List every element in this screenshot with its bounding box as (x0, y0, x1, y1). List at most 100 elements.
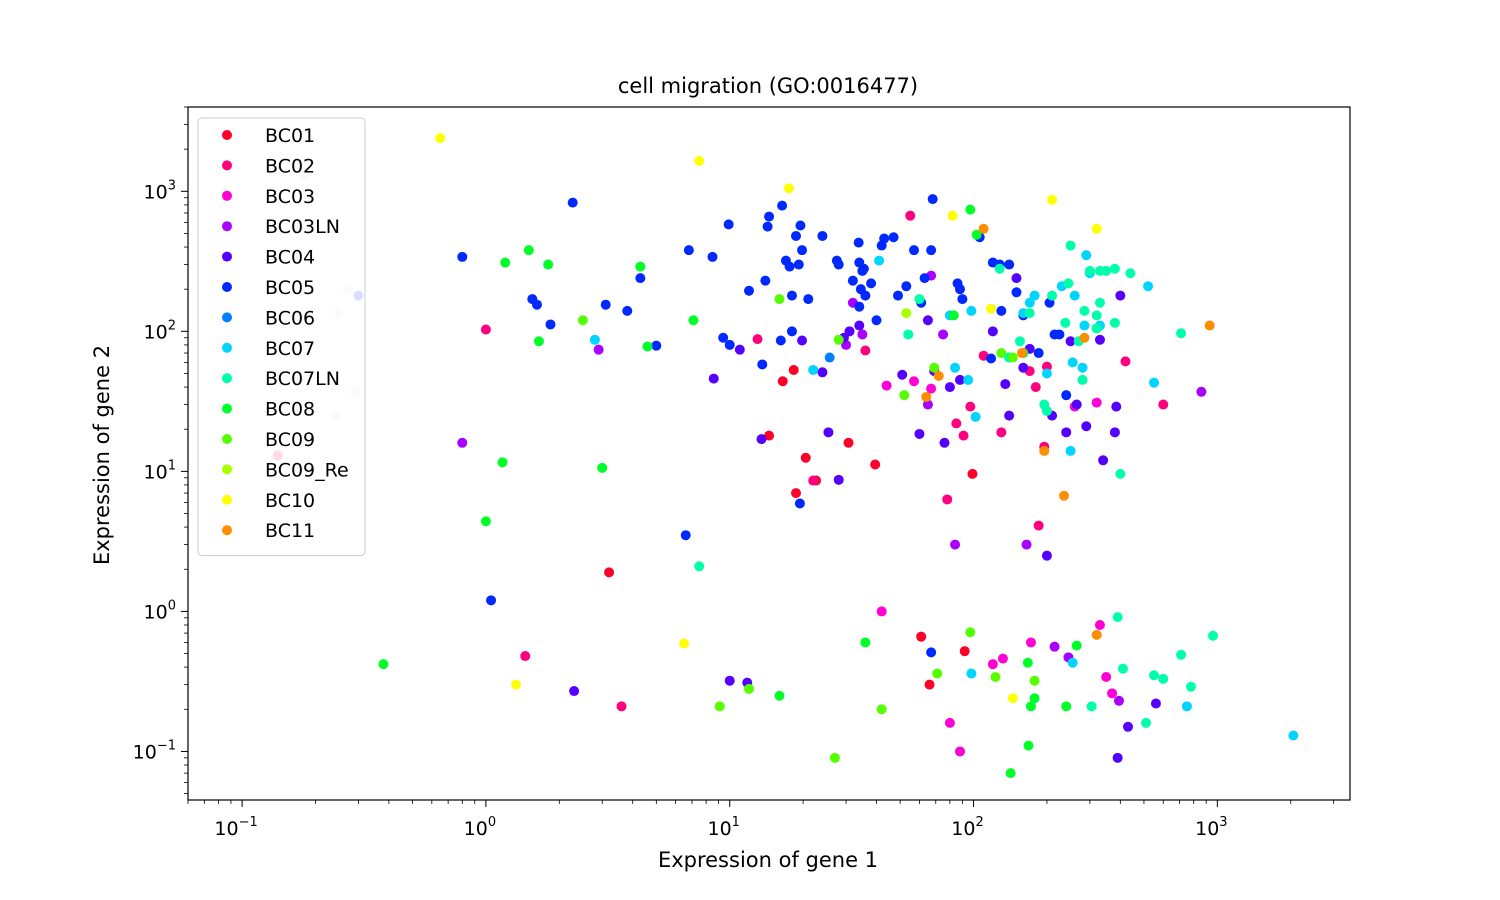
data-point-bc10 (783, 183, 794, 194)
data-point-bc07ln (914, 294, 925, 305)
data-point-bc05 (793, 259, 804, 270)
data-point-bc07ln (1141, 717, 1152, 728)
data-point-bc11 (1059, 490, 1070, 501)
data-point-bc02 (1030, 382, 1041, 393)
data-point-bc05 (786, 326, 797, 337)
data-point-bc04 (823, 427, 834, 438)
y-axis-ticks: 10−1 100 101 102 103 (133, 106, 188, 794)
data-point-bc03 (944, 717, 955, 728)
legend-marker (222, 342, 232, 353)
legend-marker (222, 282, 232, 292)
legend-marker (222, 160, 232, 171)
data-point-bc05 (858, 263, 869, 274)
legend-label: BC10 (265, 490, 315, 512)
data-point-bc08 (774, 690, 785, 701)
data-point-bc03 (1101, 672, 1112, 683)
data-point-bc10 (694, 155, 705, 166)
legend-label: BC04 (265, 247, 315, 269)
data-point-bc05 (486, 595, 497, 606)
data-point-bc07 (589, 334, 600, 345)
data-point-bc04 (1115, 290, 1126, 301)
data-point-bc01 (788, 364, 799, 375)
data-point-bc07ln (694, 561, 705, 572)
data-point-bc04 (1065, 336, 1076, 347)
data-point-bc02 (1041, 361, 1052, 372)
data-point-bc03 (926, 383, 937, 394)
data-point-bc05 (817, 230, 828, 241)
data-point-bc07ln (1077, 374, 1088, 385)
data-point-bc04 (1111, 401, 1122, 412)
data-point-bc05 (567, 197, 578, 208)
legend-marker (222, 525, 232, 536)
y-tick-label: 101 (144, 458, 176, 483)
data-point-bc10 (1047, 194, 1058, 205)
x-tick-label: 103 (1195, 815, 1227, 840)
data-point-bc04 (1018, 362, 1029, 373)
data-point-bc11 (933, 370, 944, 381)
data-point-bc07ln (1112, 612, 1123, 623)
data-point-bc10 (986, 303, 997, 314)
data-point-bc01 (967, 468, 978, 479)
data-point-bc11 (1079, 332, 1090, 343)
data-point-bc05 (954, 284, 965, 295)
data-point-bc07 (1024, 297, 1035, 308)
data-point-bc08 (965, 204, 976, 215)
data-point-bc10 (947, 210, 958, 221)
data-point-bc09 (833, 334, 844, 345)
data-point-bc10 (511, 679, 522, 690)
data-point-bc03ln (950, 539, 961, 550)
data-point-bc01 (924, 679, 935, 690)
data-point-bc05 (866, 278, 877, 289)
x-tick-label: 10−1 (214, 815, 257, 840)
data-point-bc02 (905, 210, 916, 221)
data-point-bc05 (757, 359, 768, 370)
legend: BC01 BC02 BC03 BC03LN BC04 BC05 BC06 BC07 BC07LN… (197, 117, 366, 557)
data-point-bc11 (1204, 320, 1215, 331)
legend-box (197, 117, 366, 557)
data-point-bc11 (1039, 445, 1050, 456)
data-point-bc09 (1029, 675, 1040, 686)
data-point-bc04 (987, 326, 998, 337)
data-point-bc07ln (1149, 670, 1160, 681)
data-point-bc08 (971, 229, 982, 240)
data-point-bc10 (1091, 223, 1102, 234)
data-point-bc05 (909, 245, 920, 256)
data-point-bc09 (996, 348, 1007, 359)
data-point-bc07ln (903, 329, 914, 340)
data-point-bc09 (577, 315, 588, 326)
data-point-bc05 (957, 294, 968, 305)
data-point-bc05 (860, 290, 871, 301)
data-point-bc07ln (1125, 268, 1136, 279)
legend-label: BC02 (265, 155, 315, 177)
data-point-bc01 (959, 646, 970, 657)
data-point-bc07 (1067, 657, 1078, 668)
data-point-bc02 (1120, 356, 1131, 367)
data-point-bc03ln (938, 329, 949, 340)
data-point-bc02 (520, 651, 531, 662)
data-point-bc11 (921, 391, 932, 402)
x-axis-ticks: 10−1 100 101 102 103 (187, 800, 1335, 840)
legend-label: BC09_Re (265, 459, 349, 481)
data-point-bc05 (762, 221, 773, 232)
x-tick-label: 102 (951, 815, 983, 840)
legend-label: BC11 (265, 520, 315, 542)
data-point-bc09 (932, 668, 943, 679)
data-point-bc07 (950, 362, 961, 373)
data-point-bc05 (1061, 390, 1072, 401)
legend-label: BC07 (265, 338, 315, 360)
data-point-bc07ln (1176, 328, 1187, 339)
legend-label: BC09 (265, 429, 315, 451)
data-point-bc08 (1022, 657, 1033, 668)
data-point-bc03 (1094, 619, 1105, 630)
data-point-bc04 (1109, 427, 1120, 438)
data-point-bc07ln (1041, 405, 1052, 416)
legend-marker (222, 190, 232, 201)
data-point-bc07 (1081, 250, 1092, 261)
data-point-bc08 (688, 315, 699, 326)
legend-marker (222, 312, 232, 323)
data-point-bc07ln (1101, 265, 1112, 276)
x-axis-label: Expression of gene 1 (658, 848, 878, 872)
data-point-bc04 (833, 474, 844, 485)
data-point-bc07 (1288, 730, 1299, 741)
data-point-bc09 (929, 362, 940, 373)
